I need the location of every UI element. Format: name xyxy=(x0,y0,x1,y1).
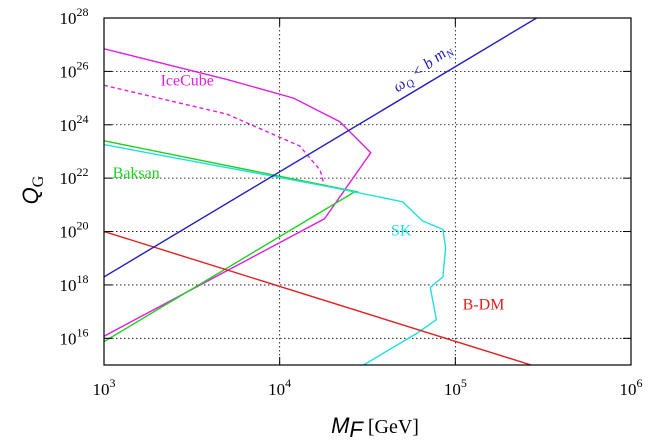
series-line-sk xyxy=(104,143,447,365)
y-tick-label: 1026 xyxy=(60,58,89,81)
y-tick-label: 1022 xyxy=(60,165,89,188)
series-label: IceCube xyxy=(161,72,214,89)
series-label: ωQ < b mN xyxy=(390,40,458,98)
x-tick-label: 105 xyxy=(444,376,467,399)
x-tick-label: 104 xyxy=(268,376,291,399)
y-tick-label: 1016 xyxy=(60,325,89,348)
y-tick-label: 1028 xyxy=(60,5,89,28)
series-line-- xyxy=(104,18,537,278)
series-lines xyxy=(104,18,537,365)
x-tick-label: 106 xyxy=(620,376,643,399)
series-labels: IceCube Baksan SK B-DM ωQ < b mN xyxy=(113,40,505,314)
y-tick-label: 1020 xyxy=(60,219,89,242)
y-tick-label: 1024 xyxy=(60,112,89,135)
x-tick-label: 103 xyxy=(93,376,116,399)
x-axis-title: MF [GeV] xyxy=(331,413,419,442)
grid-lines xyxy=(104,18,631,365)
plot-frame xyxy=(103,17,632,366)
series-line-dashed-1 xyxy=(104,84,326,187)
series-line-b-dm xyxy=(104,230,532,365)
series-label: Baksan xyxy=(113,165,160,182)
y-tick-label: 1018 xyxy=(60,272,89,295)
series-line-icecube xyxy=(104,48,372,337)
series-label: B-DM xyxy=(463,297,505,314)
series-label: SK xyxy=(391,223,412,240)
axis-ticks: 103 104 105 106 1016 1018 1020 1022 1024 1026 1028 xyxy=(60,5,643,399)
y-axis-title: QG xyxy=(18,175,47,204)
